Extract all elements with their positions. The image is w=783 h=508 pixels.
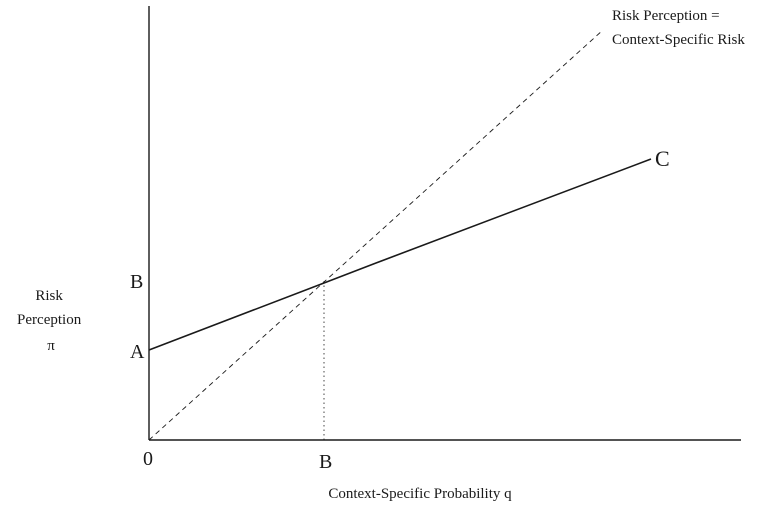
y-axis-label-line-1: Risk — [35, 288, 63, 304]
x-tick-label-b: B — [319, 451, 332, 473]
y-tick-label-b: B — [130, 271, 143, 293]
diagonal-dashed-line — [148, 29, 604, 441]
diagonal-label-line-1: Risk Perception = — [612, 8, 720, 24]
y-axis-label: Risk Perception π — [17, 288, 85, 354]
diagonal-line-label: Risk Perception = Context-Specific Risk — [612, 8, 745, 48]
perception-line-ac — [148, 158, 652, 351]
diagonal-label-line-2: Context-Specific Risk — [612, 32, 745, 48]
y-axis-label-line-3: π — [47, 338, 55, 354]
y-axis-label-line-2: Perception — [17, 312, 82, 328]
y-tick-label-a: A — [130, 341, 145, 363]
line-c-label: C — [655, 146, 670, 171]
origin-label: 0 — [143, 448, 153, 470]
x-axis-label: Context-Specific Probability q — [328, 486, 512, 502]
